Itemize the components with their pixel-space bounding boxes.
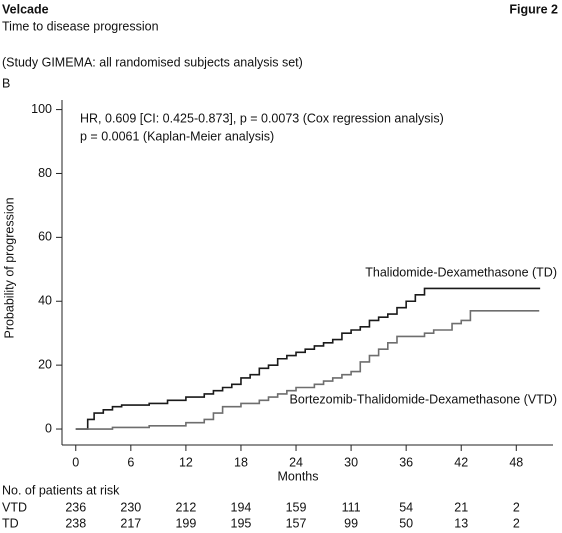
risk-value: 2 bbox=[513, 500, 520, 514]
figure-label: Figure 2 bbox=[509, 2, 558, 16]
risk-value: 157 bbox=[286, 516, 307, 530]
x-tick-label: 18 bbox=[234, 455, 248, 469]
risk-value: 238 bbox=[65, 516, 86, 530]
x-axis-label: Months bbox=[278, 469, 319, 483]
risk-value: 159 bbox=[286, 500, 307, 514]
risk-value: 50 bbox=[399, 516, 413, 530]
product: Velcade bbox=[2, 2, 49, 16]
risk-row-label: VTD bbox=[2, 500, 27, 514]
y-tick-label: 0 bbox=[45, 421, 52, 435]
risk-value: 54 bbox=[399, 500, 413, 514]
series-label: Bortezomib-Thalidomide-Dexamethasone (VT… bbox=[290, 392, 557, 406]
risk-value: 230 bbox=[120, 500, 141, 514]
risk-value: 13 bbox=[454, 516, 468, 530]
x-tick-label: 24 bbox=[289, 455, 303, 469]
risk-value: 217 bbox=[120, 516, 141, 530]
y-tick-label: 80 bbox=[38, 166, 52, 180]
risk-value: 195 bbox=[231, 516, 252, 530]
x-tick-label: 36 bbox=[399, 455, 413, 469]
risk-value: 2 bbox=[513, 516, 520, 530]
x-tick-label: 0 bbox=[72, 455, 79, 469]
annotation: p = 0.0061 (Kaplan-Meier analysis) bbox=[80, 129, 274, 143]
x-tick-label: 6 bbox=[127, 455, 134, 469]
risk-value: 236 bbox=[65, 500, 86, 514]
series-label: Thalidomide-Dexamethasone (TD) bbox=[365, 265, 557, 279]
risk-value: 194 bbox=[231, 500, 252, 514]
annotation: HR, 0.609 [CI: 0.425-0.873], p = 0.0073 … bbox=[80, 111, 444, 125]
x-tick-label: 42 bbox=[454, 455, 468, 469]
y-axis-label: Probability of progression bbox=[2, 197, 16, 338]
km-curve bbox=[75, 287, 541, 430]
study: (Study GIMEMA: all randomised subjects a… bbox=[2, 55, 303, 69]
y-tick-label: 20 bbox=[38, 357, 52, 371]
x-tick-label: 12 bbox=[179, 455, 193, 469]
x-tick-label: 30 bbox=[344, 455, 358, 469]
y-tick-label: 40 bbox=[38, 294, 52, 308]
risk-value: 111 bbox=[342, 500, 361, 514]
risk-value: 199 bbox=[175, 516, 196, 530]
risk-value: 212 bbox=[175, 500, 196, 514]
risk-row-label: TD bbox=[2, 516, 19, 530]
x-tick-label: 48 bbox=[509, 455, 523, 469]
km-curve bbox=[75, 310, 540, 430]
risk-title: No. of patients at risk bbox=[2, 483, 120, 497]
y-tick-label: 60 bbox=[38, 230, 52, 244]
risk-value: 99 bbox=[344, 516, 358, 530]
y-tick-label: 100 bbox=[31, 102, 52, 116]
panel-label: B bbox=[2, 76, 10, 90]
risk-value: 21 bbox=[454, 500, 468, 514]
subtitle: Time to disease progression bbox=[2, 19, 159, 33]
